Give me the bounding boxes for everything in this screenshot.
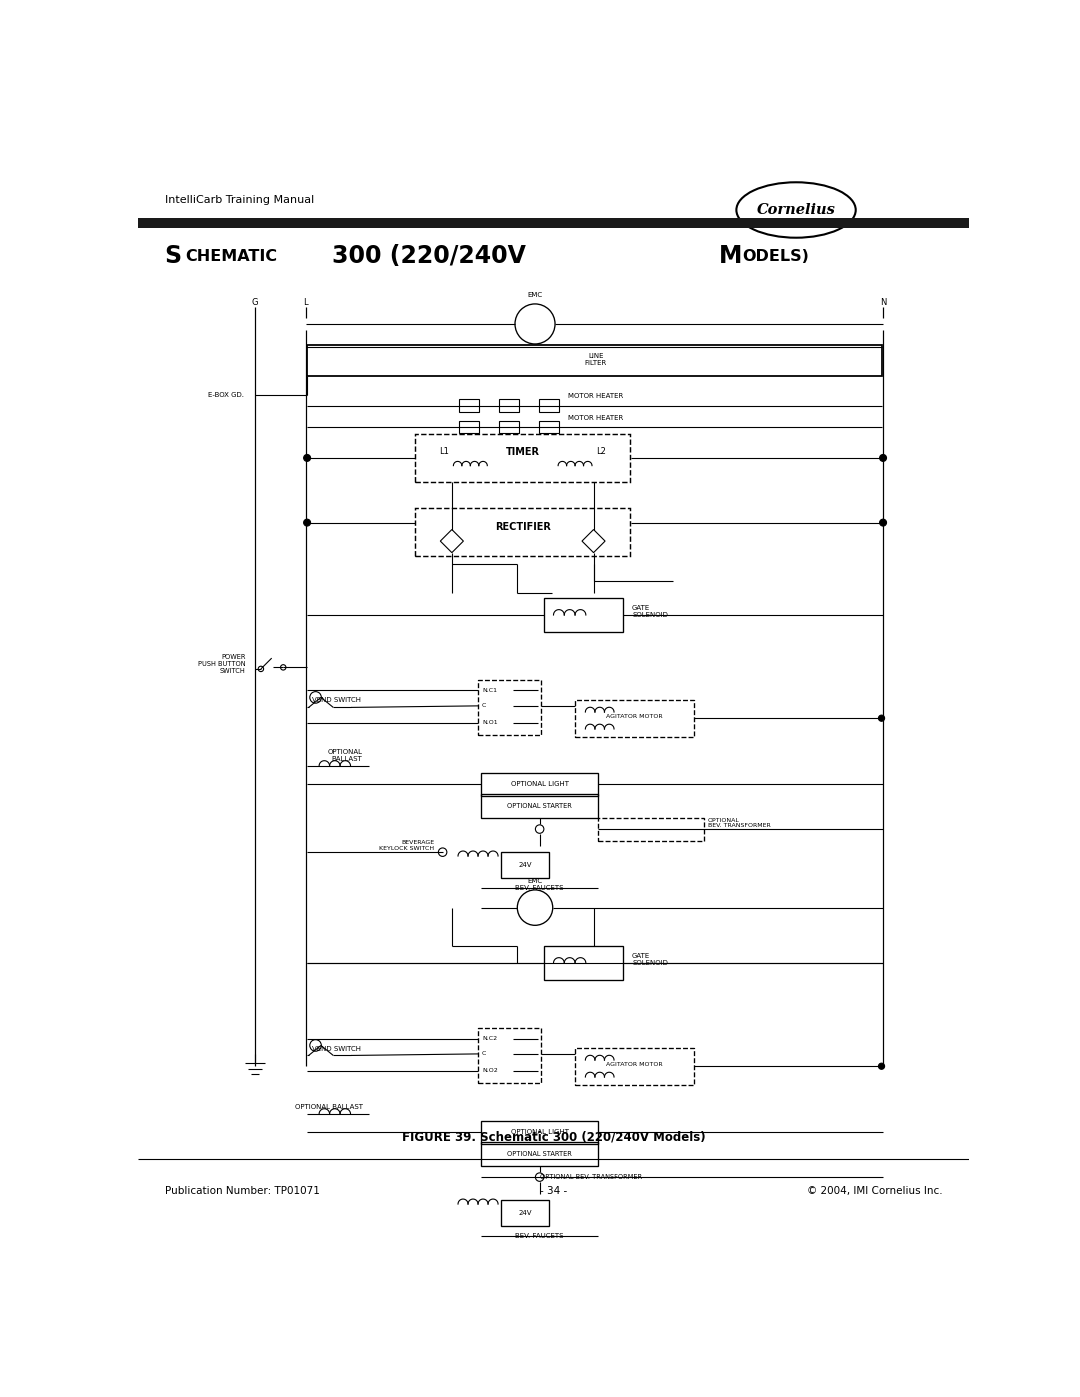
Bar xyxy=(499,400,518,412)
Bar xyxy=(501,1200,549,1227)
Bar xyxy=(499,420,518,433)
Text: E-BOX GD.: E-BOX GD. xyxy=(208,391,244,398)
Text: AGITATOR MOTOR: AGITATOR MOTOR xyxy=(607,714,663,719)
Text: N.O1: N.O1 xyxy=(482,721,498,725)
Text: VEND SWITCH: VEND SWITCH xyxy=(312,697,361,704)
Text: Publication Number: TP01071: Publication Number: TP01071 xyxy=(164,1186,320,1196)
Circle shape xyxy=(879,520,887,527)
Text: OPTIONAL LIGHT: OPTIONAL LIGHT xyxy=(511,1129,569,1136)
Text: POWER
PUSH BUTTON
SWITCH: POWER PUSH BUTTON SWITCH xyxy=(198,654,245,675)
Text: S: S xyxy=(164,244,181,268)
Bar xyxy=(478,680,541,735)
Bar xyxy=(138,218,970,229)
Bar xyxy=(478,1028,541,1083)
Text: M: M xyxy=(719,244,742,268)
Bar xyxy=(459,420,478,433)
Circle shape xyxy=(303,454,311,461)
Text: IntelliCarb Training Manual: IntelliCarb Training Manual xyxy=(164,196,314,205)
Bar xyxy=(598,817,704,841)
Text: MOTOR HEATER: MOTOR HEATER xyxy=(568,394,623,400)
Text: OPTIONAL
BALLAST: OPTIONAL BALLAST xyxy=(327,749,363,761)
Text: GATE
SOLENOID: GATE SOLENOID xyxy=(632,605,667,617)
Text: BEVERAGE
KEYLOCK SWITCH: BEVERAGE KEYLOCK SWITCH xyxy=(379,840,434,851)
Text: N: N xyxy=(880,298,887,307)
Text: G: G xyxy=(252,298,258,307)
Text: © 2004, IMI Cornelius Inc.: © 2004, IMI Cornelius Inc. xyxy=(807,1186,943,1196)
Text: MOTOR HEATER: MOTOR HEATER xyxy=(568,415,623,420)
Bar xyxy=(459,400,478,412)
Text: EMC: EMC xyxy=(527,292,542,298)
Text: C: C xyxy=(482,703,486,708)
Text: EMC: EMC xyxy=(527,879,542,884)
Text: 24V: 24V xyxy=(518,1210,531,1217)
Text: VEND SWITCH: VEND SWITCH xyxy=(312,1045,361,1052)
Bar xyxy=(481,773,598,796)
Bar xyxy=(544,946,623,979)
Text: L1: L1 xyxy=(440,447,449,457)
Bar xyxy=(501,852,549,879)
Text: C: C xyxy=(482,1052,486,1056)
Text: AGITATOR MOTOR: AGITATOR MOTOR xyxy=(607,1062,663,1067)
Bar xyxy=(539,420,558,433)
Bar xyxy=(307,345,881,376)
Circle shape xyxy=(879,454,887,461)
Text: BEV. FAUCETS: BEV. FAUCETS xyxy=(515,884,564,891)
Text: L2: L2 xyxy=(596,447,606,457)
Bar xyxy=(539,400,558,412)
Text: 24V: 24V xyxy=(518,862,531,869)
Text: BEV. FAUCETS: BEV. FAUCETS xyxy=(515,1232,564,1239)
Text: OPTIONAL STARTER: OPTIONAL STARTER xyxy=(508,803,572,809)
Bar xyxy=(544,598,623,631)
Text: - 34 -: - 34 - xyxy=(540,1186,567,1196)
Bar xyxy=(481,1120,598,1144)
Bar xyxy=(415,434,631,482)
Text: OPTIONAL BALLAST: OPTIONAL BALLAST xyxy=(295,1104,363,1111)
Text: GATE
SOLENOID: GATE SOLENOID xyxy=(632,953,667,965)
Text: N.C1: N.C1 xyxy=(482,687,497,693)
Bar xyxy=(481,795,598,817)
Text: RECTIFIER: RECTIFIER xyxy=(495,522,551,532)
Bar xyxy=(575,1048,694,1084)
Text: LINE
FILTER: LINE FILTER xyxy=(584,353,607,366)
Text: OPTIONAL STARTER: OPTIONAL STARTER xyxy=(508,1151,572,1157)
Text: ODELS): ODELS) xyxy=(742,249,809,264)
Text: OPTIONAL BEV. TRANSFORMER: OPTIONAL BEV. TRANSFORMER xyxy=(540,1173,642,1180)
Text: Cornelius: Cornelius xyxy=(757,203,836,217)
Circle shape xyxy=(303,520,311,527)
Text: N.O2: N.O2 xyxy=(482,1069,498,1073)
Text: L: L xyxy=(303,298,308,307)
Circle shape xyxy=(878,715,885,721)
Circle shape xyxy=(878,1063,885,1069)
Text: OPTIONAL LIGHT: OPTIONAL LIGHT xyxy=(511,781,569,788)
Text: TIMER: TIMER xyxy=(505,447,540,457)
Bar xyxy=(575,700,694,736)
Bar xyxy=(415,509,631,556)
Text: CHEMATIC: CHEMATIC xyxy=(186,249,278,264)
Bar xyxy=(481,1143,598,1165)
Text: 300 (220/240V: 300 (220/240V xyxy=(332,244,534,268)
Text: N.C2: N.C2 xyxy=(482,1037,497,1041)
Text: FIGURE 39. Schematic 300 (220/240V Models): FIGURE 39. Schematic 300 (220/240V Model… xyxy=(402,1130,705,1144)
Text: OPTIONAL
BEV. TRANSFORMER: OPTIONAL BEV. TRANSFORMER xyxy=(707,817,770,828)
